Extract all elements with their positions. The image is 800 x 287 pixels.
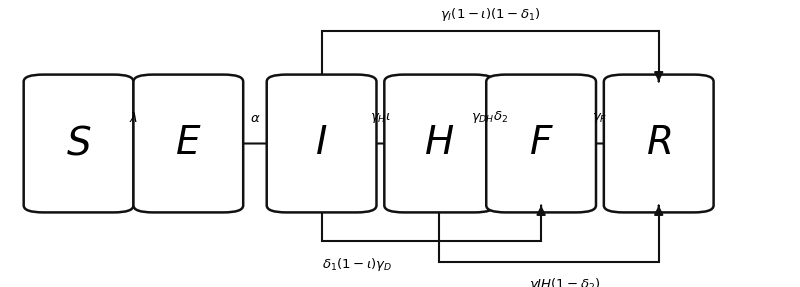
FancyBboxPatch shape [266,75,377,212]
FancyBboxPatch shape [604,75,714,212]
Text: $F$: $F$ [529,125,554,162]
Text: $R$: $R$ [646,125,671,162]
FancyBboxPatch shape [486,75,596,212]
Text: $\delta_1(1-\iota)\gamma_D$: $\delta_1(1-\iota)\gamma_D$ [322,256,392,273]
Text: $\gamma_{DH}\delta_2$: $\gamma_{DH}\delta_2$ [471,109,509,125]
Text: $H$: $H$ [424,125,454,162]
Text: $E$: $E$ [175,125,202,162]
Text: $\gamma_H\iota$: $\gamma_H\iota$ [370,111,390,125]
Text: $\lambda$: $\lambda$ [129,111,138,125]
Text: $\alpha$: $\alpha$ [250,112,260,125]
Text: $I$: $I$ [315,125,328,162]
Text: $\gamma_F$: $\gamma_F$ [592,111,607,125]
FancyBboxPatch shape [384,75,494,212]
Text: $\gamma IH(1-\delta_2)$: $\gamma IH(1-\delta_2)$ [529,276,601,287]
FancyBboxPatch shape [134,75,243,212]
Text: $S$: $S$ [66,125,91,162]
Text: $\gamma_I(1-\iota)(1-\delta_1)$: $\gamma_I(1-\iota)(1-\delta_1)$ [440,5,541,23]
FancyBboxPatch shape [24,75,134,212]
